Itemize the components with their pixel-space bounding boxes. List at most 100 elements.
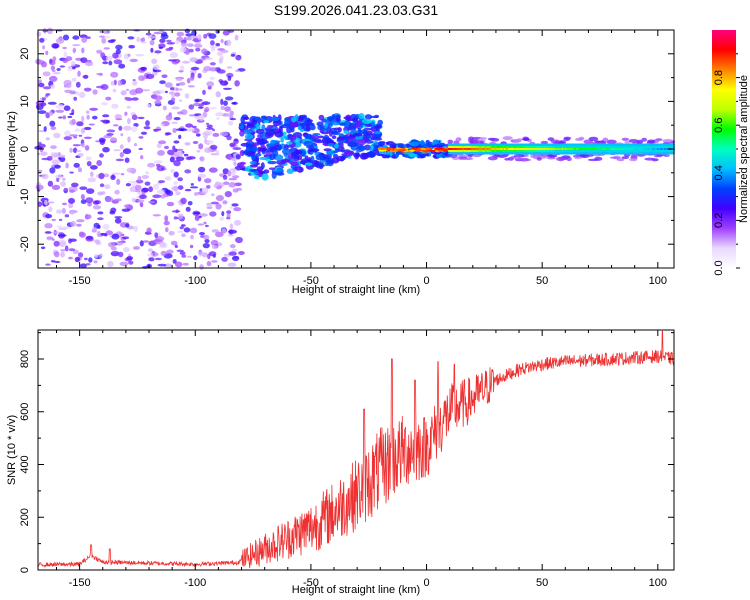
heatmap-cell bbox=[141, 89, 151, 92]
heatmap-cell bbox=[647, 139, 656, 144]
spectrogram-x-tick-label: -150 bbox=[69, 275, 91, 287]
heatmap-cell bbox=[286, 141, 293, 145]
heatmap-cell bbox=[85, 36, 91, 39]
snr-x-tick-label: 50 bbox=[536, 577, 548, 589]
heatmap-cell bbox=[621, 156, 629, 160]
heatmap-cell bbox=[191, 30, 197, 36]
heatmap-cell bbox=[540, 140, 549, 144]
heatmap-cell bbox=[175, 191, 181, 196]
heatmap-cell bbox=[113, 79, 117, 86]
heatmap-cell bbox=[147, 35, 157, 39]
heatmap-cell bbox=[133, 225, 139, 232]
heatmap-cell bbox=[194, 41, 202, 44]
heatmap-cell bbox=[53, 251, 60, 258]
heatmap-cell bbox=[82, 75, 89, 79]
heatmap-cell bbox=[143, 126, 151, 130]
heatmap-cell bbox=[165, 227, 169, 233]
heatmap-cell bbox=[165, 114, 173, 121]
heatmap-cell bbox=[52, 56, 57, 62]
heatmap-cell bbox=[420, 147, 426, 150]
heatmap-cell bbox=[113, 198, 122, 202]
heatmap-cell bbox=[127, 180, 137, 183]
heatmap-cell bbox=[125, 183, 131, 187]
heatmap-cell bbox=[100, 119, 107, 122]
heatmap-cell bbox=[324, 122, 328, 129]
heatmap-cell bbox=[182, 262, 189, 266]
heatmap-cell bbox=[189, 186, 199, 189]
heatmap-cell bbox=[185, 123, 194, 128]
heatmap-cell bbox=[142, 240, 150, 243]
heatmap-cell bbox=[137, 175, 142, 181]
heatmap-cell bbox=[154, 160, 163, 164]
heatmap-cell bbox=[206, 206, 213, 210]
heatmap-cell bbox=[211, 245, 218, 249]
heatmap-cell bbox=[291, 116, 297, 123]
heatmap-cell bbox=[46, 27, 53, 34]
heatmap-cell bbox=[219, 217, 224, 221]
heatmap-cell bbox=[326, 150, 334, 155]
heatmap-cell bbox=[374, 130, 382, 135]
heatmap-cell bbox=[234, 34, 239, 41]
heatmap-cell bbox=[352, 133, 363, 137]
heatmap-cell bbox=[41, 173, 49, 180]
heatmap-cell bbox=[232, 147, 242, 151]
heatmap-cell bbox=[63, 188, 69, 191]
spectrogram-y-tick-label: 10 bbox=[19, 95, 31, 107]
heatmap-cell bbox=[261, 173, 269, 181]
heatmap-cell bbox=[118, 125, 123, 131]
heatmap-cell bbox=[111, 103, 119, 109]
heatmap-cell bbox=[85, 263, 91, 266]
heatmap-cell bbox=[170, 240, 178, 246]
colorbar-tick-label: 0.8 bbox=[713, 70, 725, 85]
heatmap-cell bbox=[144, 181, 151, 186]
heatmap-cell bbox=[184, 188, 192, 192]
heatmap-cell bbox=[304, 155, 309, 160]
heatmap-cell bbox=[106, 129, 116, 133]
heatmap-cell bbox=[44, 223, 53, 229]
heatmap-cell bbox=[364, 114, 372, 120]
heatmap-cell bbox=[108, 241, 116, 248]
heatmap-cell bbox=[53, 152, 60, 156]
heatmap-cell bbox=[40, 246, 46, 250]
heatmap-cell bbox=[36, 31, 42, 37]
heatmap-cell bbox=[177, 213, 184, 220]
heatmap-cell bbox=[207, 86, 212, 90]
heatmap-cell bbox=[177, 150, 184, 157]
heatmap-cell bbox=[233, 161, 237, 166]
heatmap-cell bbox=[173, 140, 180, 144]
heatmap-cell bbox=[145, 73, 155, 79]
heatmap-cell bbox=[194, 98, 200, 103]
heatmap-cell bbox=[197, 106, 204, 109]
heatmap-cell bbox=[81, 36, 88, 43]
heatmap-cell bbox=[233, 219, 242, 226]
heatmap-cell bbox=[112, 172, 121, 175]
snr-x-tick-label: -150 bbox=[69, 577, 91, 589]
heatmap-cell bbox=[278, 121, 283, 125]
heatmap-cell bbox=[110, 246, 117, 251]
heatmap-cell bbox=[536, 157, 542, 161]
snr-y-axis-label: SNR (10 * v/v) bbox=[6, 415, 18, 485]
heatmap-cell bbox=[220, 98, 224, 106]
heatmap-cell bbox=[247, 123, 255, 128]
heatmap-cell bbox=[52, 231, 61, 234]
heatmap-cell bbox=[165, 48, 173, 51]
heatmap-cell bbox=[198, 250, 204, 257]
heatmap-cell bbox=[104, 234, 108, 237]
heatmap-cell bbox=[628, 139, 639, 143]
heatmap-cell bbox=[169, 91, 175, 95]
heatmap-cell bbox=[72, 66, 76, 70]
heatmap-cell bbox=[209, 76, 216, 81]
heatmap-cell bbox=[321, 131, 330, 135]
heatmap-cell bbox=[310, 155, 315, 163]
heatmap-cell bbox=[471, 136, 483, 140]
heatmap-cell bbox=[219, 80, 229, 86]
heatmap-cell bbox=[124, 157, 130, 163]
heatmap-cell bbox=[185, 156, 193, 161]
heatmap-cell bbox=[85, 156, 92, 161]
heatmap-cell bbox=[169, 156, 175, 163]
heatmap-cell bbox=[190, 183, 194, 186]
heatmap-cell bbox=[108, 60, 113, 66]
heatmap-cell bbox=[51, 218, 56, 222]
heatmap-cell bbox=[112, 250, 117, 253]
heatmap-cell bbox=[221, 256, 228, 262]
